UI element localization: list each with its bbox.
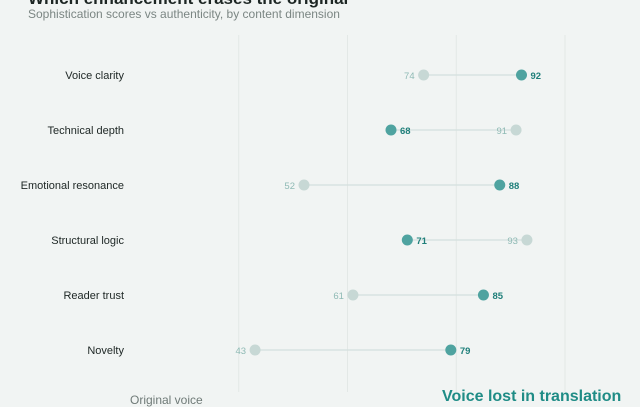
series-b-dot bbox=[401, 234, 413, 246]
series-b-value-label: 88 bbox=[509, 181, 520, 192]
series-a-value-label: 61 bbox=[333, 291, 344, 302]
series-a-dot bbox=[347, 289, 359, 301]
series-b-value-label: 79 bbox=[460, 346, 471, 357]
series-b-value-label: 85 bbox=[492, 291, 503, 302]
series-a-dot bbox=[418, 69, 430, 81]
chart-title: Which enhancement erases the original bbox=[28, 0, 348, 9]
series-a-dot bbox=[521, 234, 533, 246]
category-label: Structural logic bbox=[51, 235, 124, 247]
footer-right-label: Voice lost in translation bbox=[442, 388, 622, 405]
category-label: Reader trust bbox=[63, 290, 124, 302]
series-b-dot bbox=[477, 289, 489, 301]
series-a-value-label: 43 bbox=[235, 346, 246, 357]
series-a-value-label: 52 bbox=[284, 181, 295, 192]
series-b-value-label: 92 bbox=[531, 71, 542, 82]
category-label: Novelty bbox=[87, 345, 124, 357]
series-a-dot bbox=[249, 344, 261, 356]
series-b-dot bbox=[445, 344, 457, 356]
series-b-dot bbox=[494, 179, 506, 191]
series-a-value-label: 93 bbox=[507, 236, 518, 247]
category-label: Technical depth bbox=[48, 125, 124, 137]
series-a-value-label: 74 bbox=[404, 71, 415, 82]
series-b-dot bbox=[516, 69, 527, 81]
chart-subtitle: Sophistication scores vs authenticity, b… bbox=[28, 7, 340, 21]
category-label: Emotional resonance bbox=[21, 180, 124, 192]
series-b-value-label: 71 bbox=[416, 236, 427, 247]
series-a-dot bbox=[510, 124, 522, 136]
series-b-dot bbox=[385, 124, 397, 136]
series-a-value-label: 91 bbox=[496, 126, 507, 137]
footer-left-label: Original voice bbox=[130, 393, 203, 407]
series-b-value-label: 68 bbox=[400, 126, 411, 137]
series-a-dot bbox=[298, 179, 310, 191]
category-label: Voice clarity bbox=[65, 70, 124, 82]
